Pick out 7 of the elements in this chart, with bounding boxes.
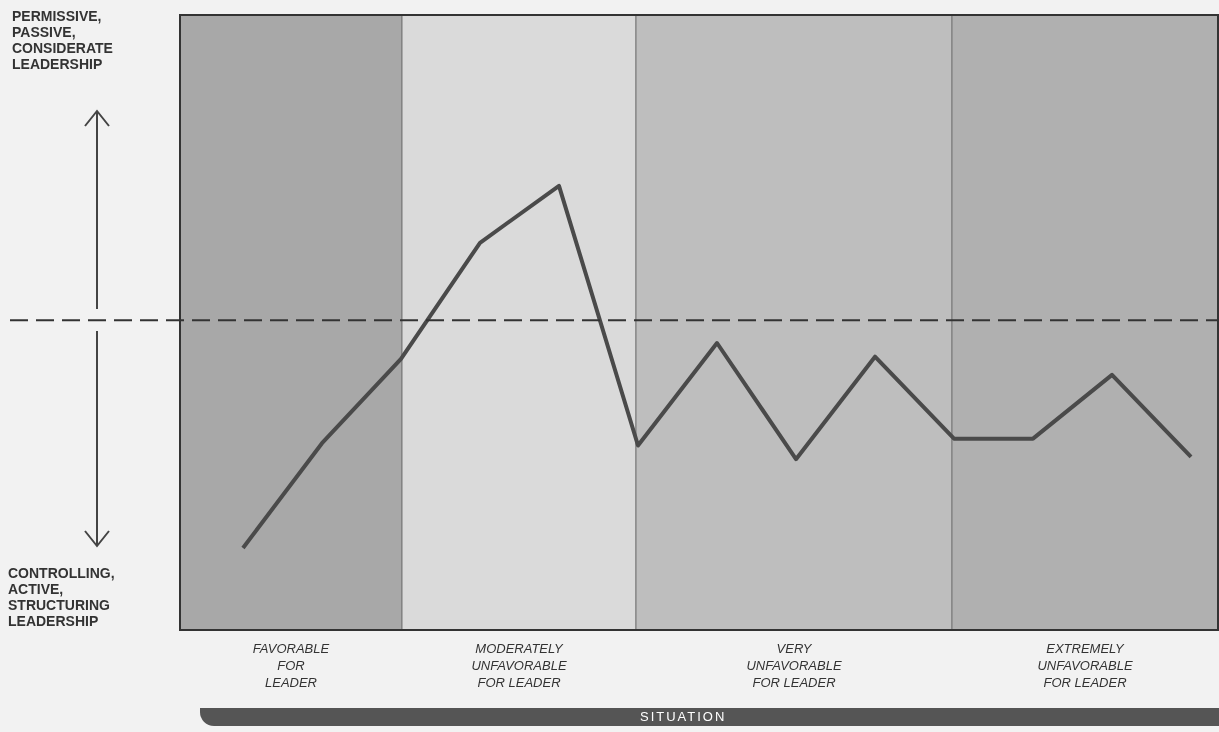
text: PERMISSIVE, PASSIVE, CONSIDERATE LEADERSHIP bbox=[12, 8, 113, 72]
text: VERY UNFAVORABLE FOR LEADER bbox=[746, 641, 842, 690]
text: EXTREMELY UNFAVORABLE FOR LEADER bbox=[1037, 641, 1133, 690]
text: MODERATELY UNFAVORABLE FOR LEADER bbox=[471, 641, 567, 690]
text: CONTROLLING, ACTIVE, STRUCTURING LEADERSHIP bbox=[8, 565, 115, 629]
label-bar: SITUATION bbox=[200, 708, 1219, 726]
text: FAVORABLE FOR LEADER bbox=[252, 641, 330, 690]
